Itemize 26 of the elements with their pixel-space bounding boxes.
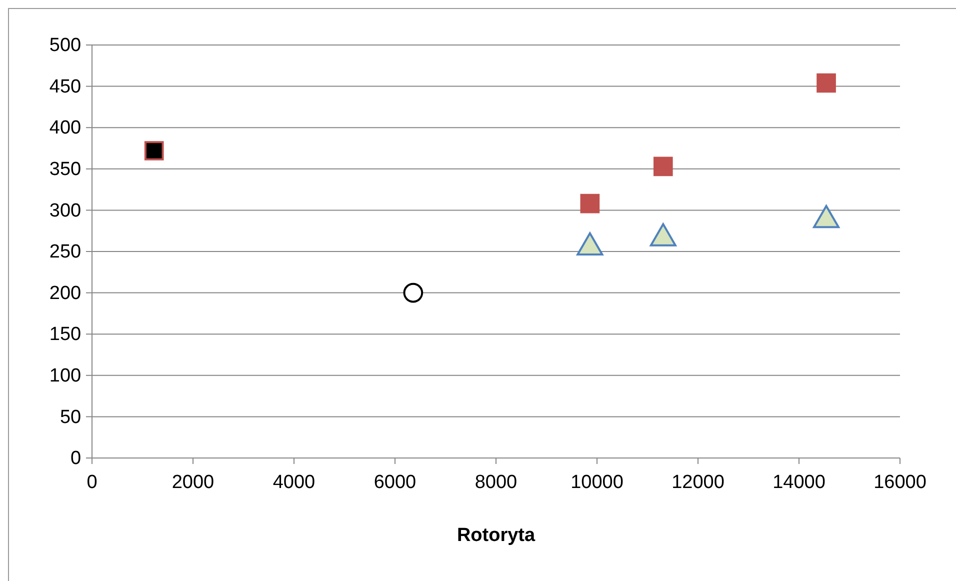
y-tick-label: 0 bbox=[70, 448, 82, 470]
x-tick-label: 2000 bbox=[172, 472, 214, 493]
x-tick-label: 12000 bbox=[672, 472, 724, 493]
point bbox=[816, 73, 836, 93]
y-tick-label: 350 bbox=[49, 158, 82, 180]
x-tick-label: 0 bbox=[86, 472, 98, 493]
y-tick-label: 300 bbox=[49, 200, 82, 222]
x-tick-label: 8000 bbox=[474, 472, 518, 493]
y-tick-label: 200 bbox=[49, 282, 82, 304]
y-tick-label: 250 bbox=[49, 242, 82, 263]
x-axis-title: Rotoryta bbox=[456, 525, 536, 546]
point bbox=[580, 194, 600, 214]
point bbox=[403, 282, 424, 303]
y-tick-label: 500 bbox=[49, 35, 82, 56]
x-tick-label: 4000 bbox=[272, 472, 316, 493]
x-tick-label: 14000 bbox=[772, 472, 826, 493]
x-tick-label: 16000 bbox=[874, 472, 926, 493]
y-tick-label: 100 bbox=[49, 365, 82, 386]
point bbox=[653, 156, 673, 176]
x-tick-label: 10000 bbox=[570, 472, 624, 493]
y-tick-label: 450 bbox=[49, 76, 82, 98]
y-tick-label: 400 bbox=[49, 118, 82, 139]
y-tick-label: 50 bbox=[60, 406, 82, 428]
x-tick-label: 6000 bbox=[374, 472, 416, 493]
point bbox=[144, 141, 164, 160]
y-tick-label: 150 bbox=[49, 324, 82, 346]
